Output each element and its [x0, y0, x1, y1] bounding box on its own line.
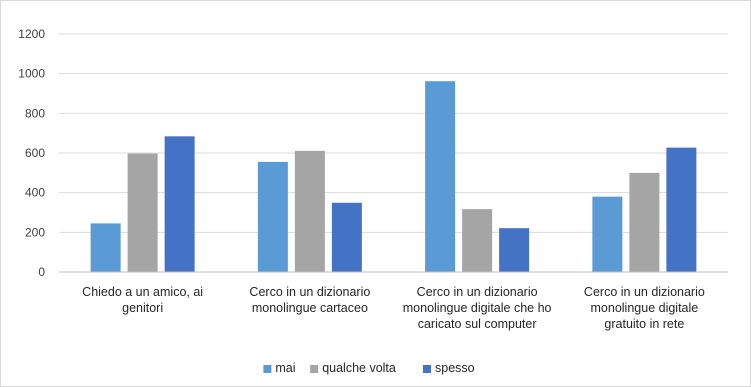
bar-mai-3: [592, 196, 623, 272]
legend: mai qualche volta spesso: [263, 361, 475, 375]
y-tick-label: 1000: [18, 67, 45, 81]
y-axis-ticks: 0 200 400 600 800 1000 1200: [18, 27, 45, 279]
bar-qualche-volta-2: [462, 209, 493, 272]
bar-spesso-3: [666, 147, 697, 272]
y-tick-label: 800: [25, 106, 45, 120]
bar-mai-1: [257, 161, 288, 272]
bars: [90, 81, 697, 272]
y-tick-label: 600: [25, 146, 45, 160]
bar-qualche-volta-1: [294, 150, 325, 272]
category-label: Chiedo a un amico, ai genitori: [82, 285, 203, 315]
y-tick-label: 400: [25, 186, 45, 200]
legend-label: spesso: [435, 361, 475, 375]
bar-mai-0: [90, 223, 121, 272]
y-tick-label: 1200: [18, 27, 45, 41]
legend-swatch: [423, 365, 431, 373]
bar-spesso-0: [164, 136, 195, 272]
legend-label: qualche volta: [322, 361, 396, 375]
y-tick-label: 200: [25, 225, 45, 239]
gridlines: [59, 33, 728, 233]
bar-spesso-2: [499, 228, 530, 272]
bar-qualche-volta-0: [127, 153, 158, 272]
bar-spesso-1: [331, 202, 362, 272]
legend-swatch: [263, 365, 272, 373]
category-label: Cerco in un dizionario monolingue digital…: [584, 285, 705, 331]
category-label: Cerco in un dizionario monolingue digital…: [403, 285, 552, 331]
legend-swatch: [310, 365, 319, 373]
y-tick-label: 0: [38, 265, 45, 279]
category-labels: Chiedo a un amico, ai genitori Cerco in un…: [82, 285, 705, 331]
legend-label: mai: [275, 361, 295, 375]
bar-mai-2: [425, 81, 456, 272]
bar-qualche-volta-3: [629, 172, 660, 272]
category-label: Cerco in un dizionario monolingue cartace…: [249, 285, 370, 315]
